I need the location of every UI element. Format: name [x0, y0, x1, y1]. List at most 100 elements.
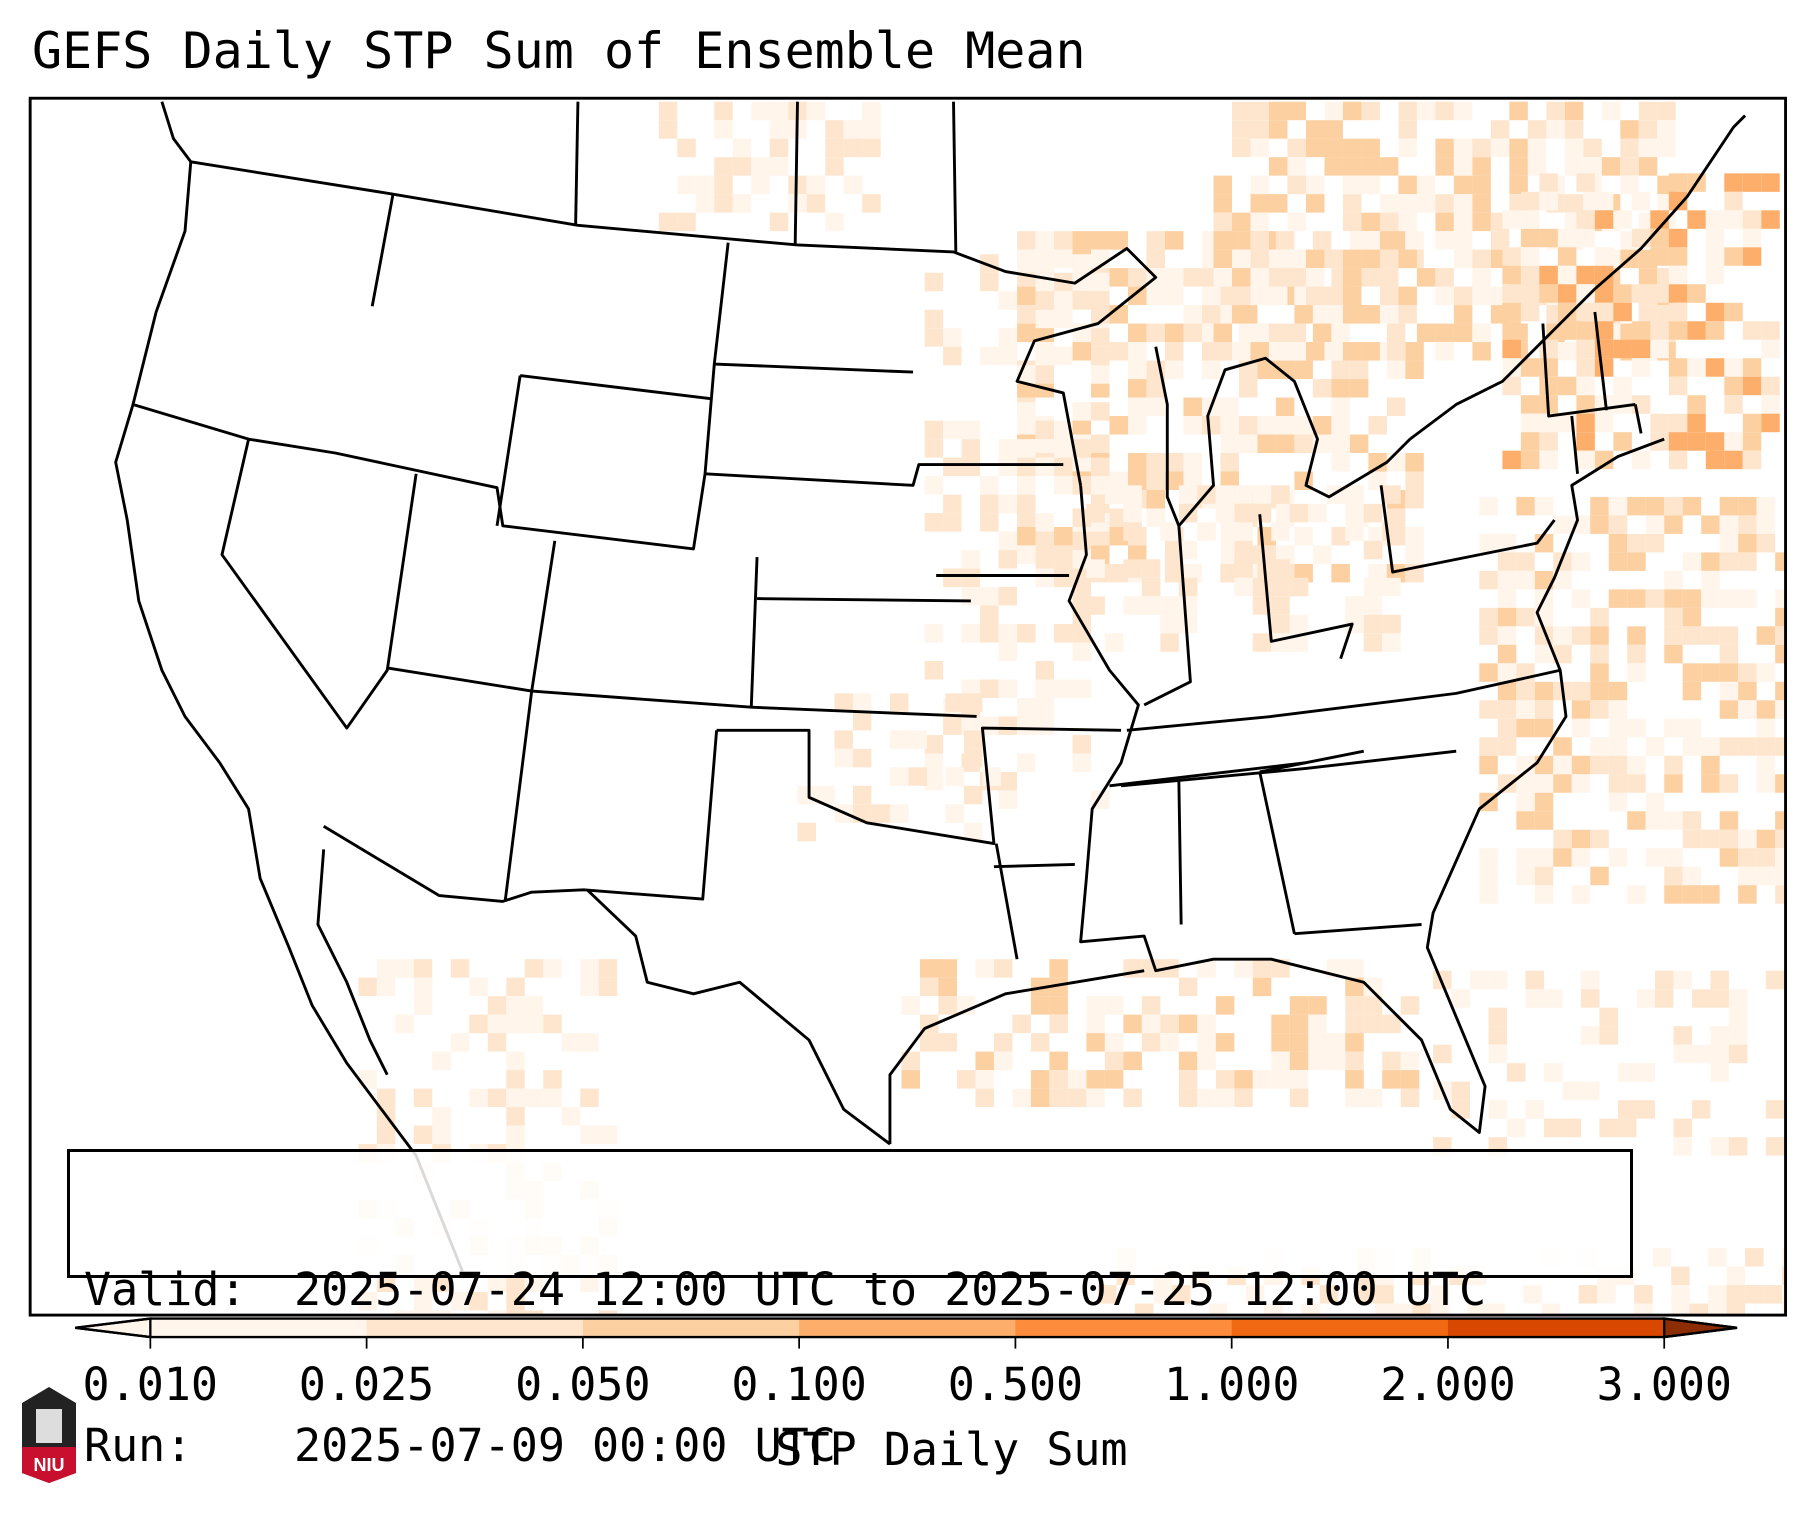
stp-cell: [1398, 120, 1417, 139]
stp-cell: [1784, 1044, 1786, 1064]
stp-cell: [1368, 416, 1387, 435]
stp-cell: [1719, 848, 1739, 867]
stp-cell: [1594, 284, 1614, 303]
stp-cell: [1782, 1248, 1786, 1267]
stp-cell: [1400, 996, 1420, 1015]
stp-cell: [1654, 989, 1674, 1008]
stp-cell: [1160, 614, 1179, 634]
stp-cell: [1534, 885, 1554, 904]
stp-cell: [1153, 1285, 1172, 1304]
stp-cell: [1289, 633, 1309, 652]
stp-cell: [1405, 342, 1424, 361]
stp-cell: [1331, 416, 1350, 435]
stp-cell: [1123, 1088, 1142, 1108]
stp-cell: [1701, 737, 1720, 756]
stp-cell: [1386, 453, 1406, 472]
stp-cell: [1664, 515, 1683, 534]
stp-cell: [1664, 848, 1683, 867]
stp-cell: [1308, 1051, 1327, 1071]
stp-cell: [1689, 1303, 1709, 1316]
stp-cell: [1488, 1100, 1508, 1119]
stp-cell: [998, 790, 1018, 809]
colorbar-tick-label: 0.050: [515, 1358, 651, 1411]
stp-cell: [1682, 607, 1702, 627]
stp-cell: [1160, 522, 1179, 541]
stp-cell: [938, 959, 957, 978]
stp-cell: [1331, 453, 1350, 472]
stp-cell: [1433, 1044, 1452, 1064]
stp-cell: [1141, 996, 1161, 1015]
stp-cell: [1382, 485, 1401, 504]
stp-cell: [1160, 1033, 1179, 1052]
stp-cell: [1275, 416, 1295, 435]
stp-cell: [1576, 432, 1595, 451]
stp-cell: [1590, 644, 1609, 664]
stp-cell: [1250, 342, 1269, 361]
stp-cell: [1668, 302, 1688, 322]
stp-cell: [1701, 515, 1720, 534]
stp-cell: [1405, 453, 1424, 472]
stp-cell: [1608, 552, 1628, 571]
stp-cell: [1012, 1088, 1031, 1108]
stp-cell: [1527, 138, 1547, 158]
stp-cell: [1763, 1285, 1783, 1304]
stp-cell: [1319, 1285, 1339, 1304]
stp-cell: [1627, 552, 1646, 571]
stp-cell: [1342, 249, 1362, 269]
stp-cell: [1398, 212, 1417, 232]
stp-cell: [561, 1033, 581, 1052]
stp-cell: [432, 1125, 451, 1145]
stp-cell: [1613, 302, 1632, 322]
stp-cell: [1453, 194, 1473, 213]
stp-cell: [1613, 284, 1632, 303]
stp-cell: [1109, 231, 1129, 250]
stp-cell: [524, 1273, 544, 1292]
stp-cell: [963, 693, 983, 712]
stp-cell: [1728, 1026, 1748, 1045]
stp-cell: [1146, 249, 1165, 269]
stp-cell: [1756, 663, 1776, 682]
stp-cell: [1382, 1051, 1401, 1071]
stp-cell: [1701, 755, 1720, 775]
stp-cell: [963, 748, 983, 768]
stp-cell: [1620, 120, 1639, 139]
stp-cell: [943, 420, 962, 440]
stp-cell: [1308, 1014, 1327, 1034]
stp-cell: [1146, 453, 1165, 472]
stp-cell: [919, 959, 939, 978]
stp-cell: [580, 1033, 599, 1052]
stp-cell: [395, 959, 414, 978]
stp-cell: [1479, 737, 1498, 756]
stp-cell: [1583, 157, 1602, 176]
stp-cell: [769, 212, 789, 232]
stp-cell: [1654, 970, 1674, 990]
stp-cell: [1638, 305, 1658, 324]
stp-cell: [1557, 265, 1577, 285]
stp-cell: [1687, 284, 1706, 303]
stp-cell: [580, 977, 599, 997]
stp-cell: [1520, 450, 1540, 470]
stp-cell: [1516, 774, 1535, 793]
stp-cell: [1765, 1137, 1785, 1156]
stp-cell: [1520, 395, 1540, 414]
stp-cell: [1386, 397, 1406, 417]
stp-cell: [1576, 358, 1595, 377]
stp-cell: [1488, 1007, 1508, 1027]
stp-cell: [1488, 1026, 1508, 1045]
stp-cell: [1287, 101, 1306, 121]
stp-cell: [1719, 681, 1739, 701]
stp-cell: [825, 157, 844, 176]
stp-cell: [1128, 360, 1147, 380]
stp-cell: [938, 1033, 957, 1052]
stp-cell: [1705, 265, 1725, 285]
stp-cell: [1520, 228, 1540, 248]
stp-cell: [432, 1273, 451, 1292]
stp-cell: [1775, 774, 1786, 793]
stp-cell: [376, 1125, 396, 1145]
stp-cell: [998, 771, 1018, 791]
stp-cell: [1215, 503, 1235, 523]
stp-cell: [806, 194, 826, 213]
stp-cell: [1183, 416, 1202, 435]
stp-cell: [1197, 1033, 1216, 1052]
stp-cell: [1539, 432, 1558, 451]
